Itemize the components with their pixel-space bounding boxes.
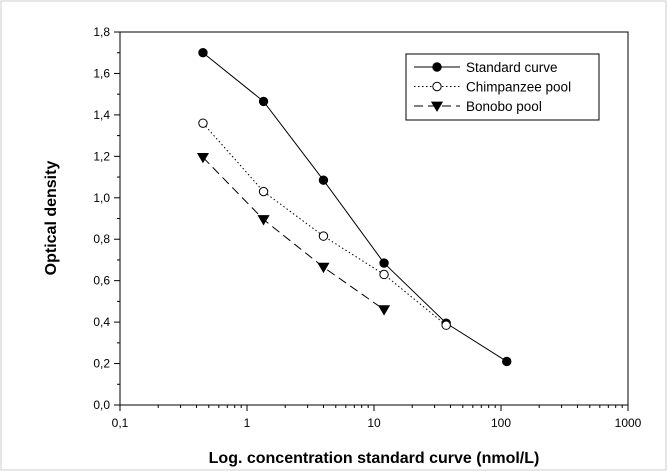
data-point [377,305,391,316]
data-point [318,231,329,241]
y-axis: 0,0 0,2 0,4 0,6 0,8 1,0 1,2 1,4 1,6 1,8 [93,25,120,412]
y-tick-label: 1,6 [93,66,110,80]
legend-label: Bonobo pool [466,99,542,114]
y-tick-label: 0,8 [93,232,110,246]
series-line [202,52,508,362]
data-point [198,48,208,58]
data-point [258,96,269,107]
y-tick-label: 1,8 [93,25,110,39]
x-axis: 0,1 1 10 100 1000 [112,405,642,430]
x-tick-label: 0,1 [112,416,129,430]
legend-label: Standard curve [466,60,558,75]
x-tick-label: 1 [244,416,251,430]
data-point [318,175,329,185]
data-point [258,186,269,197]
y-tick-label: 0,6 [93,274,110,288]
x-axis-title: Log. concentration standard curve (nmol/… [209,450,540,467]
series-layer [196,48,512,367]
y-tick-label: 1,0 [93,191,110,205]
y-tick-label: 0,0 [93,398,110,412]
series-line [202,122,447,326]
y-axis-title: Optical density [43,161,60,276]
data-point [502,356,512,367]
data-point [317,262,330,274]
legend-marker [432,62,442,72]
data-point [379,269,389,280]
data-point [198,118,208,128]
data-point [196,152,210,164]
legend: Standard curve Chimpanzee pool Bonobo pool [405,53,600,121]
x-tick-label: 10 [367,416,381,430]
y-tick-label: 1,2 [93,149,110,163]
data-point [257,215,270,226]
y-tick-label: 0,4 [93,315,110,329]
legend-marker [430,101,444,112]
data-point [379,258,389,268]
legend-label: Chimpanzee pool [466,80,571,95]
legend-marker [432,81,442,92]
y-tick-label: 0,2 [93,357,110,371]
x-tick-label: 100 [491,416,511,430]
series-bonobo-pool [196,152,391,316]
x-tick-label: 1000 [615,416,642,430]
series-line [202,157,385,311]
data-point [441,320,451,330]
series-chimpanzee-pool [198,118,451,330]
y-tick-label: 1,4 [93,108,110,122]
